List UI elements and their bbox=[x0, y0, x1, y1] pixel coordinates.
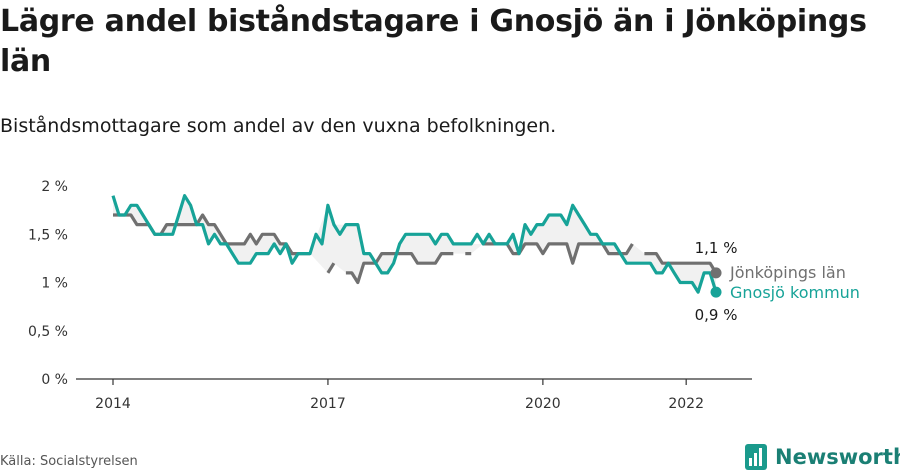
y-tick-label: 1,5 % bbox=[28, 227, 68, 243]
gnosjo-value-label: 0,9 % bbox=[695, 306, 738, 324]
gnosjo-series-label: Gnosjö kommun bbox=[730, 283, 860, 302]
brand-name: Newsworthy bbox=[775, 445, 900, 469]
y-tick-label: 2 % bbox=[41, 179, 68, 195]
y-tick-label: 0,5 % bbox=[28, 324, 68, 340]
difference-area bbox=[113, 195, 716, 293]
jonkoping-line bbox=[345, 252, 454, 285]
jonkoping-value-label: 1,1 % bbox=[695, 239, 738, 257]
jonkoping-line bbox=[113, 213, 310, 256]
x-tick-label: 2014 bbox=[95, 396, 131, 412]
chart-title: Lägre andel biståndstagare i Gnosjö än i… bbox=[0, 4, 867, 79]
x-tick-label: 2022 bbox=[668, 396, 704, 412]
newsworthy-logo-icon bbox=[745, 444, 767, 470]
jonkoping-line bbox=[483, 242, 634, 265]
jonkoping-end-marker bbox=[710, 267, 722, 279]
y-tick-label: 1 % bbox=[41, 276, 68, 292]
x-tick-label: 2020 bbox=[525, 396, 561, 412]
chart-subtitle: Biståndsmottagare som andel av den vuxna… bbox=[0, 115, 557, 137]
y-tick-label: 0 % bbox=[41, 372, 68, 388]
gnosjo-end-marker bbox=[710, 286, 722, 298]
x-tick-label: 2017 bbox=[310, 396, 346, 412]
brand: Newsworthy bbox=[745, 440, 900, 474]
jonkoping-series-label: Jönköpings län bbox=[729, 263, 846, 282]
jonkoping-line bbox=[644, 252, 718, 274]
source-note: Källa: Socialstyrelsen bbox=[0, 454, 138, 469]
jonkoping-line bbox=[326, 262, 336, 274]
gnosjo-line bbox=[111, 194, 718, 294]
